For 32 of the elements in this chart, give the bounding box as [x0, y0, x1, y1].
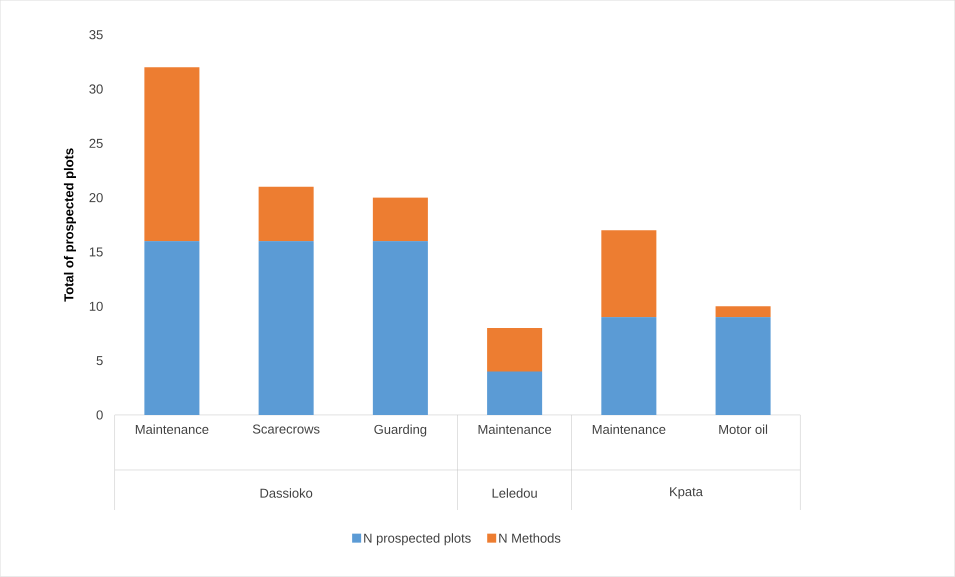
bar: [601, 317, 656, 416]
y-tick-label: 10: [90, 302, 103, 312]
y-tick-label: 0: [96, 410, 103, 420]
text: Kpata: [670, 487, 703, 499]
bar: [258, 186, 314, 242]
x-tick-label: Maintenance: [478, 424, 552, 434]
legend-label: N Methods: [499, 533, 560, 543]
y-tick-label: 15: [90, 248, 103, 257]
y-tick-label: 25: [89, 138, 103, 148]
x-tick-label: Maintenance: [592, 424, 666, 434]
x-tick-label: Guarding: [374, 424, 426, 437]
x-tick-label: Maintenance: [136, 424, 208, 434]
y-tick-label: 35: [89, 30, 103, 40]
bar: [372, 241, 428, 416]
bar: [716, 306, 771, 318]
bar: [601, 230, 656, 318]
text: Leledou: [492, 488, 537, 498]
bar: [716, 317, 771, 416]
bar: [144, 241, 200, 416]
y-axis-title: Total of prospected plots: [64, 148, 76, 302]
bar: [372, 198, 428, 242]
bar: [258, 241, 314, 416]
y-tick-label: 20: [89, 193, 103, 202]
y-tick-label: 30: [89, 84, 103, 94]
x-tick-label: Motor oil: [719, 424, 768, 434]
x-tick-label: Scarecrows: [252, 424, 320, 434]
legend-label: N prospected plots: [364, 533, 471, 546]
bar: [487, 328, 542, 372]
bar: [144, 67, 200, 242]
y-tick-label: 5: [96, 356, 103, 366]
text: Dassioko: [260, 488, 312, 498]
bar: [487, 372, 542, 416]
